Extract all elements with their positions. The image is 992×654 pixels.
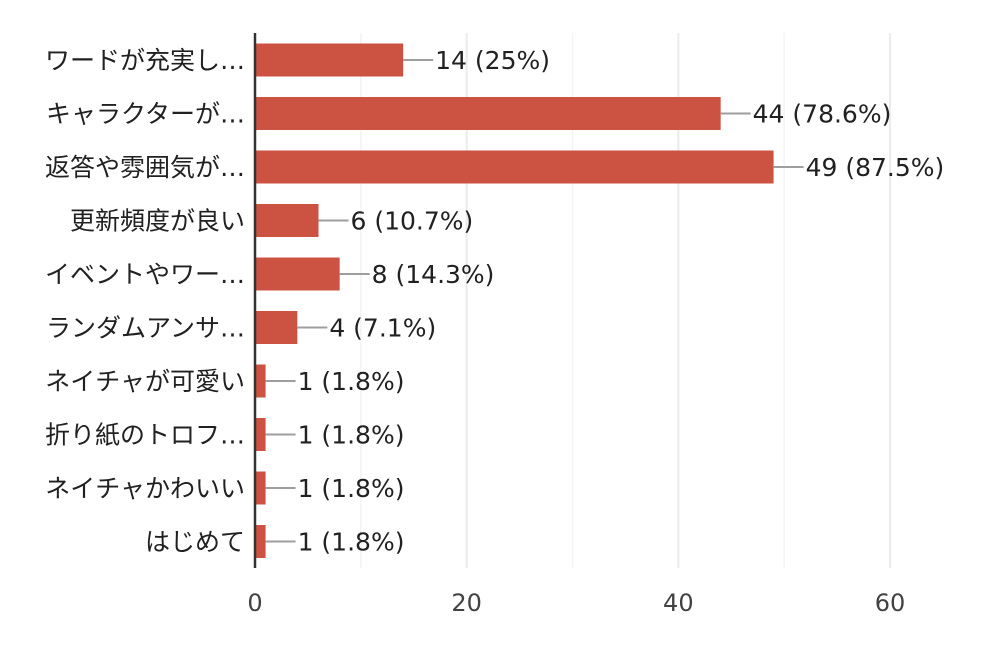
- data-label: 1 (1.8%): [298, 421, 405, 450]
- data-label: 44 (78.6%): [753, 100, 892, 129]
- category-label: ネイチャが可愛い: [45, 367, 245, 396]
- bar: [255, 471, 266, 505]
- bar: [255, 204, 319, 237]
- data-labels: 14 (25%) 44 (78.6%) 49 (87.5%) 6 (10.7%) 8 (…: [298, 46, 945, 557]
- bar: [255, 43, 404, 77]
- data-label: 14 (25%): [435, 46, 550, 75]
- category-label: イベントやワー…: [45, 260, 245, 289]
- data-label: 8 (14.3%): [372, 260, 495, 289]
- category-label: はじめて: [145, 528, 245, 557]
- data-label: 1 (1.8%): [298, 528, 405, 557]
- x-tick-label: 20: [451, 589, 482, 617]
- category-label: 更新頻度が良い: [70, 207, 245, 236]
- bar: [255, 257, 340, 291]
- category-label: 返答や雰囲気が…: [45, 153, 245, 182]
- bar: [255, 525, 266, 558]
- bar: [255, 418, 266, 451]
- x-tick-label: 60: [875, 589, 906, 617]
- x-tick-labels: 0 20 40 60: [247, 589, 905, 617]
- category-label: ネイチャかわいい: [45, 474, 245, 503]
- data-label: 1 (1.8%): [298, 367, 405, 396]
- data-label: 49 (87.5%): [806, 153, 945, 182]
- category-label: キャラクターが…: [46, 100, 245, 129]
- bars: [255, 43, 774, 558]
- bar: [255, 364, 266, 398]
- category-label: ワードが充実し…: [45, 46, 245, 75]
- data-label: 4 (7.1%): [329, 314, 436, 343]
- category-label: ランダムアンサ…: [46, 314, 245, 343]
- data-label: 1 (1.8%): [298, 474, 405, 503]
- x-tick-label: 0: [247, 589, 262, 617]
- category-label: 折り紙のトロフ…: [45, 421, 245, 450]
- data-label: 6 (10.7%): [351, 207, 474, 236]
- bar: [255, 150, 774, 184]
- x-tick-label: 40: [663, 589, 694, 617]
- data-label-leaders: [265, 59, 804, 543]
- bar: [255, 97, 721, 130]
- bar: [255, 311, 298, 344]
